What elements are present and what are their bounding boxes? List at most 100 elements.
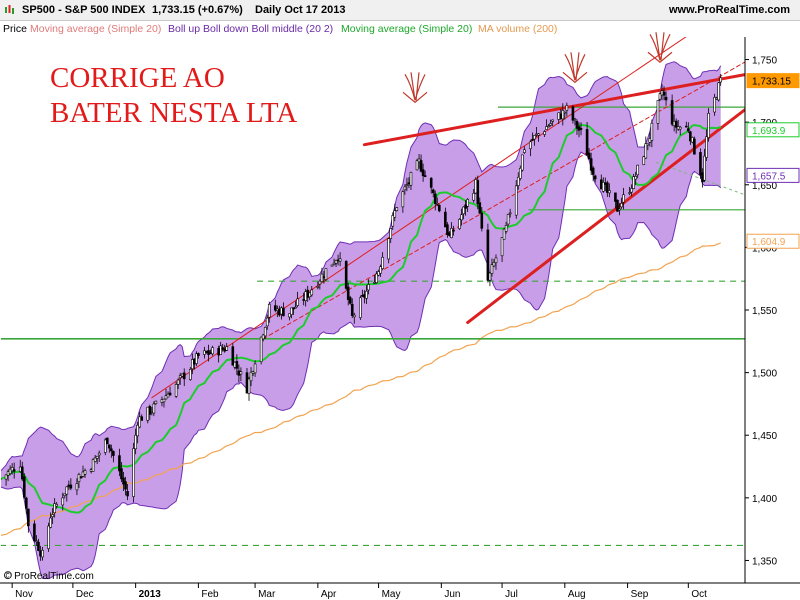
- candle-body: [691, 137, 694, 143]
- y-tick-label: 1,400: [752, 494, 777, 505]
- candle-body: [134, 434, 137, 450]
- candle-body: [120, 468, 123, 480]
- candle-body: [105, 437, 109, 445]
- candle-body: [604, 182, 607, 185]
- candle-body: [318, 280, 322, 285]
- candle-body: [373, 282, 376, 284]
- x-tick-label: Aug: [568, 589, 586, 600]
- candle-body: [587, 152, 591, 160]
- candle-body: [535, 133, 538, 136]
- candle-body: [188, 369, 192, 380]
- candle-body: [33, 523, 36, 541]
- candle-body: [39, 550, 42, 557]
- candle-body: [658, 93, 662, 100]
- candle-body: [233, 361, 237, 368]
- candle-body: [701, 172, 704, 183]
- candle-body: [616, 199, 619, 212]
- candle-body: [478, 202, 482, 214]
- candle-body: [703, 155, 706, 181]
- candle-body: [290, 307, 293, 315]
- legend-bollinger: Boll up Boll down Boll middle (20 2): [168, 23, 334, 35]
- ma20-line: [1, 123, 722, 514]
- legend-ma20: Moving average (Simple 20): [30, 23, 162, 35]
- candle-body: [502, 228, 506, 240]
- candlestick-icon: [5, 5, 14, 14]
- candle-body: [61, 497, 65, 506]
- candle-body: [168, 392, 172, 396]
- bollinger-lower: [1, 151, 722, 580]
- candle-body: [409, 172, 413, 186]
- candle-body: [391, 215, 395, 227]
- candle-body: [551, 119, 554, 122]
- candle-body: [8, 468, 12, 474]
- candle-body: [103, 439, 107, 453]
- candle-body: [235, 361, 239, 369]
- candle-body: [547, 125, 550, 128]
- candle-body: [348, 297, 352, 304]
- candle-body: [278, 308, 281, 316]
- candle-body: [433, 193, 437, 204]
- candle-body: [361, 295, 364, 297]
- price-tag-bollinger: [746, 167, 800, 183]
- candle-body: [205, 351, 208, 353]
- candle-body: [225, 346, 229, 351]
- candle-body: [37, 541, 40, 551]
- candle-body: [693, 138, 696, 155]
- candle-body: [448, 232, 451, 236]
- header-bar: SP500 - S&P 500 INDEX 1,733.15 (+0.67%) …: [0, 0, 800, 21]
- candle-body: [249, 371, 253, 382]
- candle-body: [450, 227, 453, 238]
- down-arrow-mark-3: [647, 32, 673, 64]
- candle-body: [630, 188, 633, 193]
- candle-body: [642, 156, 646, 165]
- candle-body: [401, 191, 405, 208]
- candle-body: [20, 466, 24, 480]
- candle-body: [500, 237, 504, 257]
- website-link[interactable]: www.ProRealTime.com: [668, 4, 790, 16]
- candle-body: [95, 455, 99, 459]
- candle-body: [91, 459, 95, 472]
- candle-body: [276, 308, 279, 311]
- candle-body: [421, 169, 425, 177]
- candle-body: [648, 138, 652, 143]
- price-tag-price: [746, 73, 800, 89]
- candle-body: [112, 451, 115, 456]
- candle-body: [330, 264, 334, 267]
- candle-body: [221, 347, 224, 350]
- candle-body: [344, 260, 348, 289]
- candle-body: [565, 105, 569, 111]
- candle-body: [162, 398, 166, 403]
- price-tag-label-bollinger: 1,657.5: [752, 171, 786, 182]
- candle-body: [393, 210, 397, 218]
- copyright-text: © ProRealTime.com: [4, 571, 94, 582]
- price-tag-ma200: [746, 233, 800, 249]
- green-dotted-line: [655, 161, 745, 196]
- candle-body: [662, 91, 666, 96]
- candle-body: [381, 256, 384, 269]
- candle-body: [446, 224, 449, 235]
- candle-body: [713, 97, 716, 113]
- candle-body: [245, 372, 249, 394]
- candle-body: [176, 379, 180, 385]
- candle-body: [306, 289, 310, 298]
- candle-body: [6, 471, 10, 476]
- price-change: 1,733.15 (+0.67%): [152, 4, 243, 16]
- candle-body: [292, 307, 295, 310]
- annotation-line-1: CORRIGE AO: [50, 62, 225, 94]
- candle-body: [263, 327, 267, 337]
- candle-body: [533, 135, 536, 140]
- candle-body: [577, 126, 581, 131]
- price-tag-label-ma20: 1,693.9: [752, 126, 786, 137]
- candle-body: [395, 207, 399, 211]
- instrument-title: SP500 - S&P 500 INDEX: [22, 4, 146, 16]
- candle-body: [387, 238, 390, 260]
- ma200-line: [1, 242, 721, 536]
- candle-body: [140, 416, 144, 421]
- candle-body: [51, 514, 54, 517]
- candle-body: [324, 268, 328, 280]
- candle-body: [559, 113, 563, 120]
- x-tick-label: Nov: [15, 589, 33, 600]
- legend-ma-volume: MA volume (200): [478, 23, 558, 35]
- candle-body: [4, 474, 8, 480]
